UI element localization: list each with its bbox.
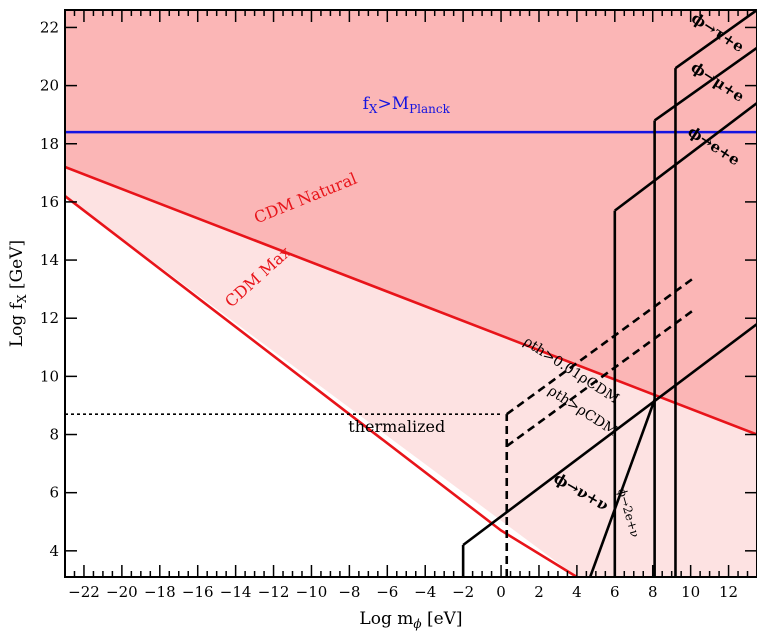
x-tick-label: −8 [338,583,360,601]
y-tick-label: 4 [49,542,59,560]
curve-cdm-natural [65,165,757,436]
plot-frame [64,9,757,578]
x-tick-label: −10 [296,583,328,601]
y-axis-title: Log fX [GeV] [7,240,29,347]
curve-9 [588,399,656,577]
curve-13 [653,46,757,122]
x-tick-label: −14 [220,583,252,601]
annotation-0: thermalized [348,417,445,436]
x-tick-label: −18 [144,583,176,601]
curve-8 [462,322,757,547]
x-tick-label: 2 [534,583,544,601]
curve-15 [674,10,757,70]
region-layer [65,10,757,577]
y-tick-label: 10 [40,367,59,385]
y-tick-label: 16 [40,193,59,211]
x-tick-label: −6 [376,583,398,601]
tick-layer [64,10,757,577]
curve-11 [614,102,757,212]
y-tick-label: 12 [40,309,59,327]
x-tick-label: −20 [106,583,138,601]
y-tick-label: 18 [40,135,59,153]
y-tick-label: 8 [49,426,59,444]
y-tick-label: 6 [49,484,59,502]
x-tick-label: −4 [414,583,436,601]
x-tick-label: 10 [681,583,700,601]
x-tick-label: 8 [648,583,658,601]
x-tick-label: −16 [182,583,214,601]
y-tick-label: 20 [40,77,59,95]
y-tick-label: 22 [40,18,59,36]
x-tick-label: −2 [452,583,474,601]
y-tick-label: 14 [40,251,59,269]
tick-label-layer: −22 −20 −18 −16 −14 −12 −10 −8 −6 −4 −2 0 2 4 6 8 10 1246… [40,18,738,601]
planck-label: fX>MPlanck [363,94,451,116]
x-tick-label: 6 [610,583,620,601]
x-tick-label: −22 [68,583,100,601]
x-tick-label: 12 [719,583,738,601]
x-tick-label: 0 [496,583,506,601]
curve-layer [65,10,757,577]
x-axis-title: Log mϕ [eV] [359,609,462,631]
region-dark [65,10,757,435]
curve-cdm-max [65,195,578,577]
x-tick-label: 4 [572,583,582,601]
x-tick-label: −12 [258,583,290,601]
